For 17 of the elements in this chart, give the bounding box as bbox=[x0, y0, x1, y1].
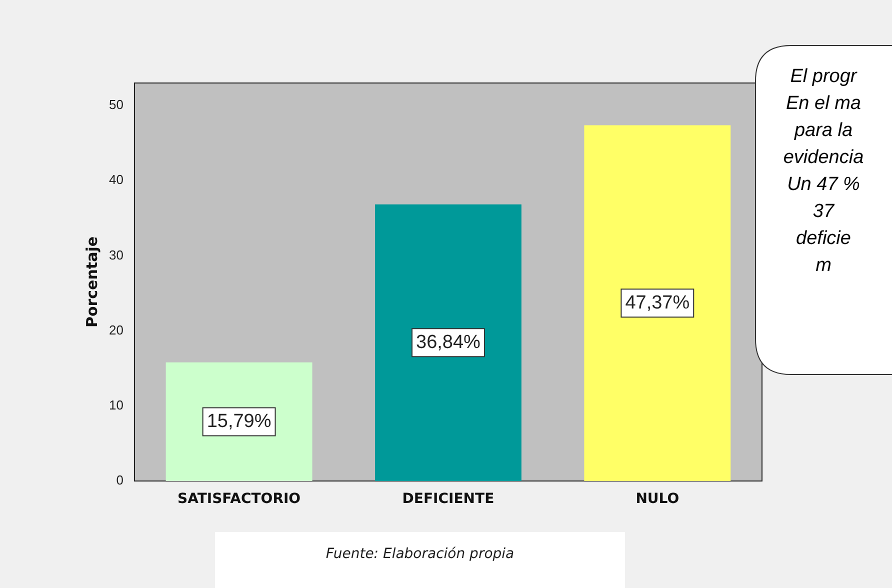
y-tick-label: 30 bbox=[108, 247, 124, 262]
y-tick-label: 20 bbox=[108, 322, 124, 338]
y-tick-label: 10 bbox=[108, 397, 124, 412]
x-tick-label: DEFICIENTE bbox=[402, 491, 494, 508]
data-label: 47,37% bbox=[625, 292, 690, 314]
data-label: 15,79% bbox=[206, 410, 272, 432]
bar bbox=[584, 125, 731, 481]
y-tick-label: 0 bbox=[116, 472, 124, 488]
y-axis-title: Porcentaje bbox=[82, 236, 101, 328]
source-note: Fuente: Elaboración propia bbox=[215, 532, 625, 588]
bar bbox=[375, 204, 522, 481]
text: El progr En el ma para la evidencia Un 47 % 37 deficie m bbox=[782, 65, 865, 278]
data-label: 36,84% bbox=[416, 332, 481, 353]
x-tick-label: SATISFACTORIO bbox=[178, 491, 301, 508]
x-tick-label: NULO bbox=[636, 491, 680, 508]
y-tick-label: 40 bbox=[108, 172, 124, 188]
y-tick-label: 50 bbox=[108, 97, 124, 112]
